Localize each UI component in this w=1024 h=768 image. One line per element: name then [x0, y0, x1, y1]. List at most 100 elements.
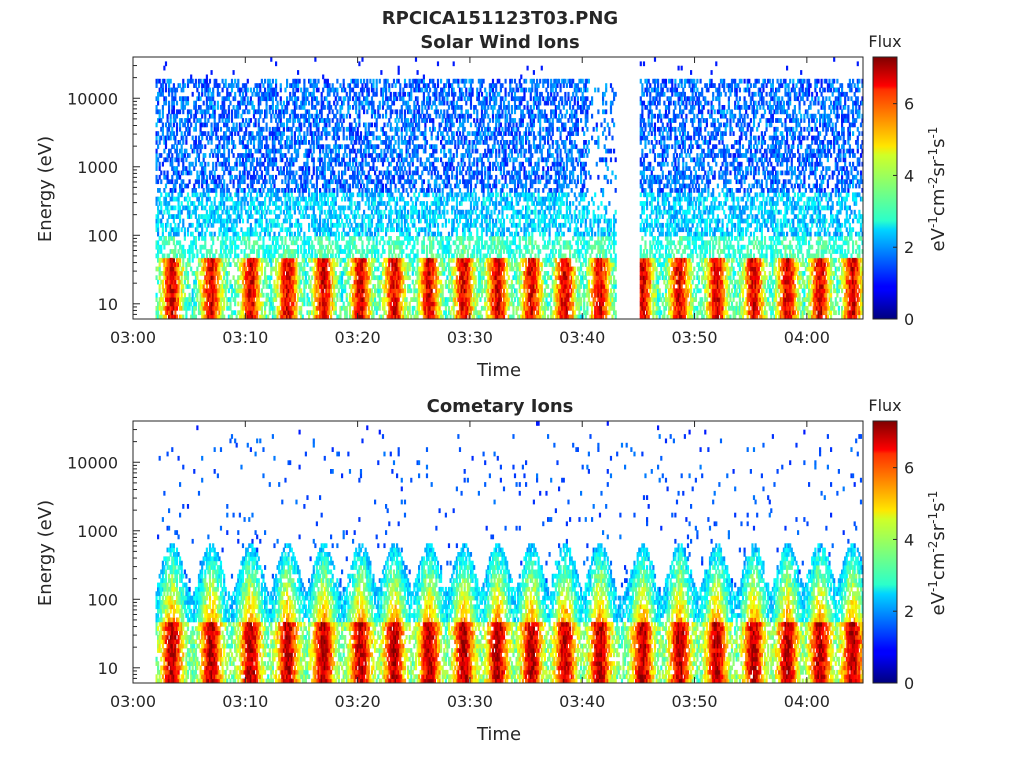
- spectrogram-cell: [326, 301, 329, 307]
- spectrogram-cell: [353, 314, 356, 320]
- spectrogram-cell: [267, 292, 270, 298]
- spectrogram-cell: [309, 78, 312, 84]
- spectrogram-cell: [328, 100, 331, 106]
- spectrogram-cell: [374, 253, 377, 259]
- spectrogram-cell: [386, 144, 389, 150]
- spectrogram-cell: [246, 275, 249, 281]
- spectrogram-cell: [289, 118, 292, 123]
- spectrogram-cell: [278, 118, 281, 123]
- spectrogram-cell: [194, 135, 197, 141]
- spectrogram-cell: [223, 157, 226, 163]
- spectrogram-cell: [205, 227, 208, 233]
- spectrogram-cell: [319, 109, 322, 115]
- spectrogram-cell: [297, 275, 300, 281]
- spectrogram-cell: [284, 201, 287, 206]
- spectrogram-cell: [268, 78, 271, 84]
- spectrogram-cell: [168, 91, 171, 97]
- spectrogram-cell: [199, 109, 202, 115]
- spectrogram-cell: [201, 231, 204, 237]
- spectrogram-cell: [312, 214, 315, 219]
- spectrogram-cell: [235, 288, 238, 294]
- spectrogram-cell: [270, 196, 273, 202]
- spectrogram-cell: [257, 301, 260, 307]
- spectrogram-cell: [216, 91, 219, 97]
- spectrogram-cell: [271, 236, 274, 241]
- spectrogram-cell: [392, 100, 396, 106]
- spectrogram-cell: [246, 292, 249, 298]
- spectrogram-cell: [381, 87, 385, 93]
- spectrogram-cell: [300, 174, 303, 180]
- spectrogram-cell: [237, 192, 240, 198]
- spectrogram-cell: [289, 292, 292, 298]
- spectrogram-cell: [295, 310, 298, 316]
- spectrogram-cell: [275, 292, 278, 298]
- spectrogram-cell: [326, 83, 329, 88]
- spectrogram-cell: [345, 179, 348, 185]
- spectrogram-cell: [361, 91, 364, 97]
- spectrogram-cell: [300, 279, 303, 285]
- spectrogram-cell: [315, 218, 318, 224]
- spectrogram-cell: [207, 140, 210, 145]
- spectrogram-cell: [204, 275, 207, 281]
- spectrogram-cell: [369, 100, 372, 106]
- spectrogram-cell: [175, 122, 179, 128]
- spectrogram-cell: [186, 122, 190, 128]
- spectrogram-cell: [221, 240, 224, 246]
- spectrogram-cell: [240, 209, 243, 215]
- spectrogram-cell: [227, 227, 230, 233]
- spectrogram-cell: [323, 222, 326, 228]
- spectrogram-cell: [315, 179, 318, 185]
- spectrogram-cell: [312, 144, 315, 150]
- spectrogram-cell: [359, 279, 363, 285]
- spectrogram-cell: [361, 244, 364, 250]
- spectrogram-cell: [273, 113, 276, 119]
- spectrogram-cell: [257, 148, 260, 154]
- spectrogram-cell: [207, 266, 210, 272]
- spectrogram-cell: [157, 209, 160, 215]
- spectrogram-cell: [240, 122, 243, 128]
- spectrogram-cell: [275, 288, 278, 294]
- spectrogram-cell: [267, 244, 270, 250]
- spectrogram-cell: [226, 157, 229, 163]
- spectrogram-cell: [389, 196, 392, 202]
- spectrogram-cell: [268, 83, 271, 88]
- spectrogram-cell: [243, 188, 246, 193]
- spectrogram-cell: [163, 253, 166, 259]
- spectrogram-cell: [374, 91, 377, 97]
- spectrogram-cell: [248, 292, 251, 298]
- spectrogram-cell: [205, 253, 208, 259]
- spectrogram-cell: [355, 214, 358, 219]
- spectrogram-cell: [234, 218, 237, 224]
- spectrogram-cell: [311, 196, 314, 202]
- spectrogram-cell: [341, 105, 344, 110]
- spectrogram-cell: [383, 87, 386, 93]
- spectrogram-cell: [202, 257, 205, 263]
- spectrogram-cell: [303, 297, 306, 302]
- spectrogram-cell: [177, 170, 180, 176]
- spectrogram-cell: [161, 227, 164, 233]
- spectrogram-cell: [204, 91, 207, 97]
- spectrogram-cell: [372, 249, 375, 254]
- spectrogram-cell: [344, 148, 347, 154]
- spectrogram-cell: [265, 113, 268, 119]
- spectrogram-cell: [169, 292, 172, 298]
- spectrogram-cell: [328, 144, 331, 150]
- spectrogram-cell: [259, 257, 262, 263]
- spectrogram-cell: [396, 310, 399, 316]
- spectrogram-cell: [350, 288, 353, 294]
- spectrogram-cell: [271, 140, 274, 145]
- spectrogram-cell: [378, 135, 381, 141]
- spectrogram-cell: [270, 301, 273, 307]
- spectrogram-cell: [199, 284, 202, 289]
- spectrogram-cell: [262, 201, 265, 206]
- spectrogram-cell: [323, 126, 326, 132]
- spectrogram-cell: [161, 305, 164, 311]
- spectrogram-cell: [348, 227, 352, 233]
- spectrogram-cell: [201, 91, 204, 97]
- spectrogram-cell: [177, 257, 180, 263]
- spectrogram-cell: [256, 279, 259, 285]
- spectrogram-cell: [267, 231, 270, 237]
- spectrogram-cell: [267, 78, 270, 84]
- spectrogram-cell: [213, 310, 216, 316]
